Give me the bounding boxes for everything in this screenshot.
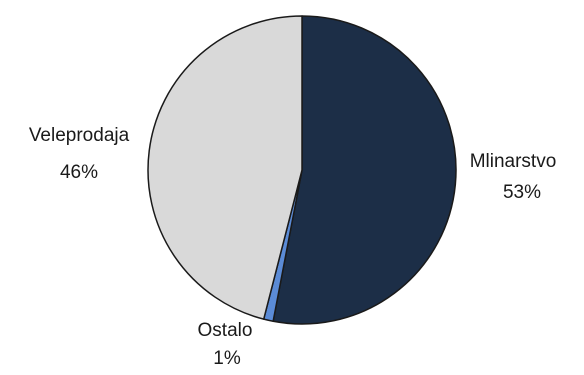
slice-value-veleprodaja: 46% <box>60 162 98 183</box>
slice-label-veleprodaja: Veleprodaja <box>29 125 130 146</box>
slice-value-ostalo: 1% <box>213 348 241 369</box>
pie-slice-veleprodaja <box>147 15 303 320</box>
slice-value-mlinarstvo: 53% <box>503 182 541 203</box>
slice-label-mlinarstvo: Mlinarstvo <box>470 151 557 172</box>
slice-label-ostalo: Ostalo <box>198 320 253 341</box>
pie-slice-mlinarstvo <box>272 15 457 325</box>
pie-slices <box>147 15 457 325</box>
